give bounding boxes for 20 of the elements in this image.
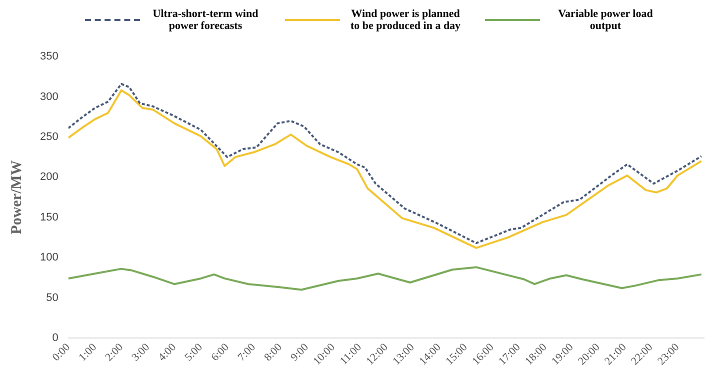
y-tick-label: 150 — [40, 211, 58, 224]
x-tick-label: 2:00 — [103, 340, 126, 364]
y-tick-label: 300 — [40, 90, 58, 103]
legend-label: Variable power load output — [557, 8, 654, 32]
y-axis-title: Power/MW — [8, 160, 25, 234]
x-tick-label: 5:00 — [182, 340, 206, 364]
x-tick-label: 3:00 — [130, 340, 152, 364]
x-tick-label: 1:00 — [76, 340, 100, 364]
x-tick-label: 8:00 — [262, 340, 285, 364]
y-tick-label: 50 — [46, 292, 58, 304]
y-tick-label: 200 — [40, 171, 58, 184]
x-tick-label: 6:00 — [209, 340, 232, 364]
x-tick-label: 9:00 — [288, 340, 312, 364]
x-tick-label: 7:00 — [236, 340, 258, 364]
y-tick-label: 250 — [40, 131, 58, 144]
legend-label: Ultra-short-term wind power forecasts — [152, 8, 260, 32]
x-tick-label: 4:00 — [156, 340, 179, 364]
y-tick-label: 100 — [40, 252, 58, 264]
y-tick-label: 350 — [40, 50, 58, 63]
legend-label: Wind power is planned to be produced in a day — [349, 8, 462, 32]
